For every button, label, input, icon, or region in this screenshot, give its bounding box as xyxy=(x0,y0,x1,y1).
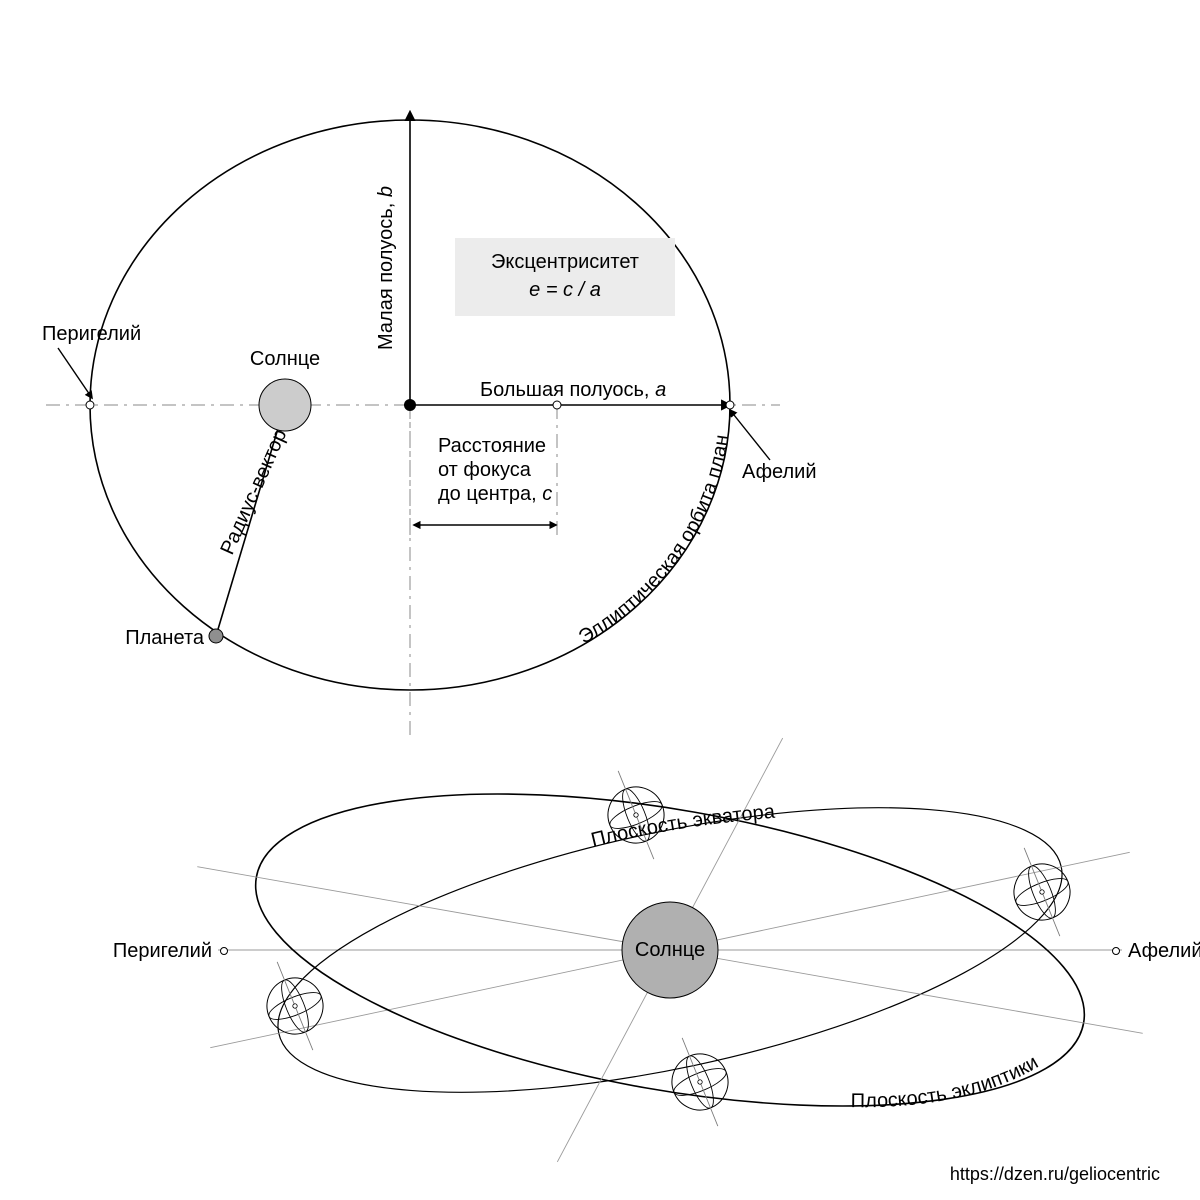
eccentricity-title: Эксцентриситет xyxy=(491,251,639,273)
right-focus xyxy=(553,401,561,409)
earth-globe xyxy=(998,837,1086,946)
sun xyxy=(259,379,311,431)
ellipse-center xyxy=(404,399,416,411)
aphelion-pointer xyxy=(730,410,770,460)
earth-globe xyxy=(656,1027,744,1136)
semi-major-label: Большая полуось, a xyxy=(480,379,666,401)
ellipse-parameters-diagram: Эксцентриситет e = c / a Перигелий Афелий Со… xyxy=(0,0,817,740)
aphelion-label: Афелий xyxy=(742,461,817,483)
planet xyxy=(209,629,223,643)
earth-globe xyxy=(251,951,339,1060)
eccentricity-formula: e = c / a xyxy=(529,279,601,301)
orbital-diagram: Эксцентриситетe = c / aПеригелийАфелийСо… xyxy=(0,0,1200,1200)
perihelion-point-b xyxy=(221,948,228,955)
c-label-2: от фокуса xyxy=(438,459,532,481)
source-url: https://dzen.ru/geliocentric xyxy=(950,1164,1160,1184)
eccentricity-box xyxy=(455,238,675,316)
planet-label: Планета xyxy=(125,627,205,649)
perihelion-pointer xyxy=(58,348,92,398)
equator-plane-label: Плоскость экватора xyxy=(589,801,777,852)
c-label-3: до центра, c xyxy=(438,483,552,505)
sun-label: Солнце xyxy=(250,348,320,370)
semi-minor-label: Малая полуось, b xyxy=(375,186,397,350)
perihelion-label: Перигелий xyxy=(42,323,141,345)
aphelion-label-b: Афелий xyxy=(1128,940,1200,962)
perihelion-point xyxy=(86,401,94,409)
ecliptic-equator-diagram: Солнце Перигелий Афелий Плоскость экватора П… xyxy=(113,738,1200,1162)
c-label-1: Расстояние xyxy=(438,435,546,457)
aphelion-point xyxy=(726,401,734,409)
radius-vector-label: Радиус-вектор xyxy=(216,426,291,558)
aphelion-point-b xyxy=(1113,948,1120,955)
ecliptic-plane-label: Плоскость эклиптики xyxy=(851,1051,1042,1112)
perihelion-label-b: Перигелий xyxy=(113,940,212,962)
sun-bottom-label: Солнце xyxy=(635,939,705,961)
